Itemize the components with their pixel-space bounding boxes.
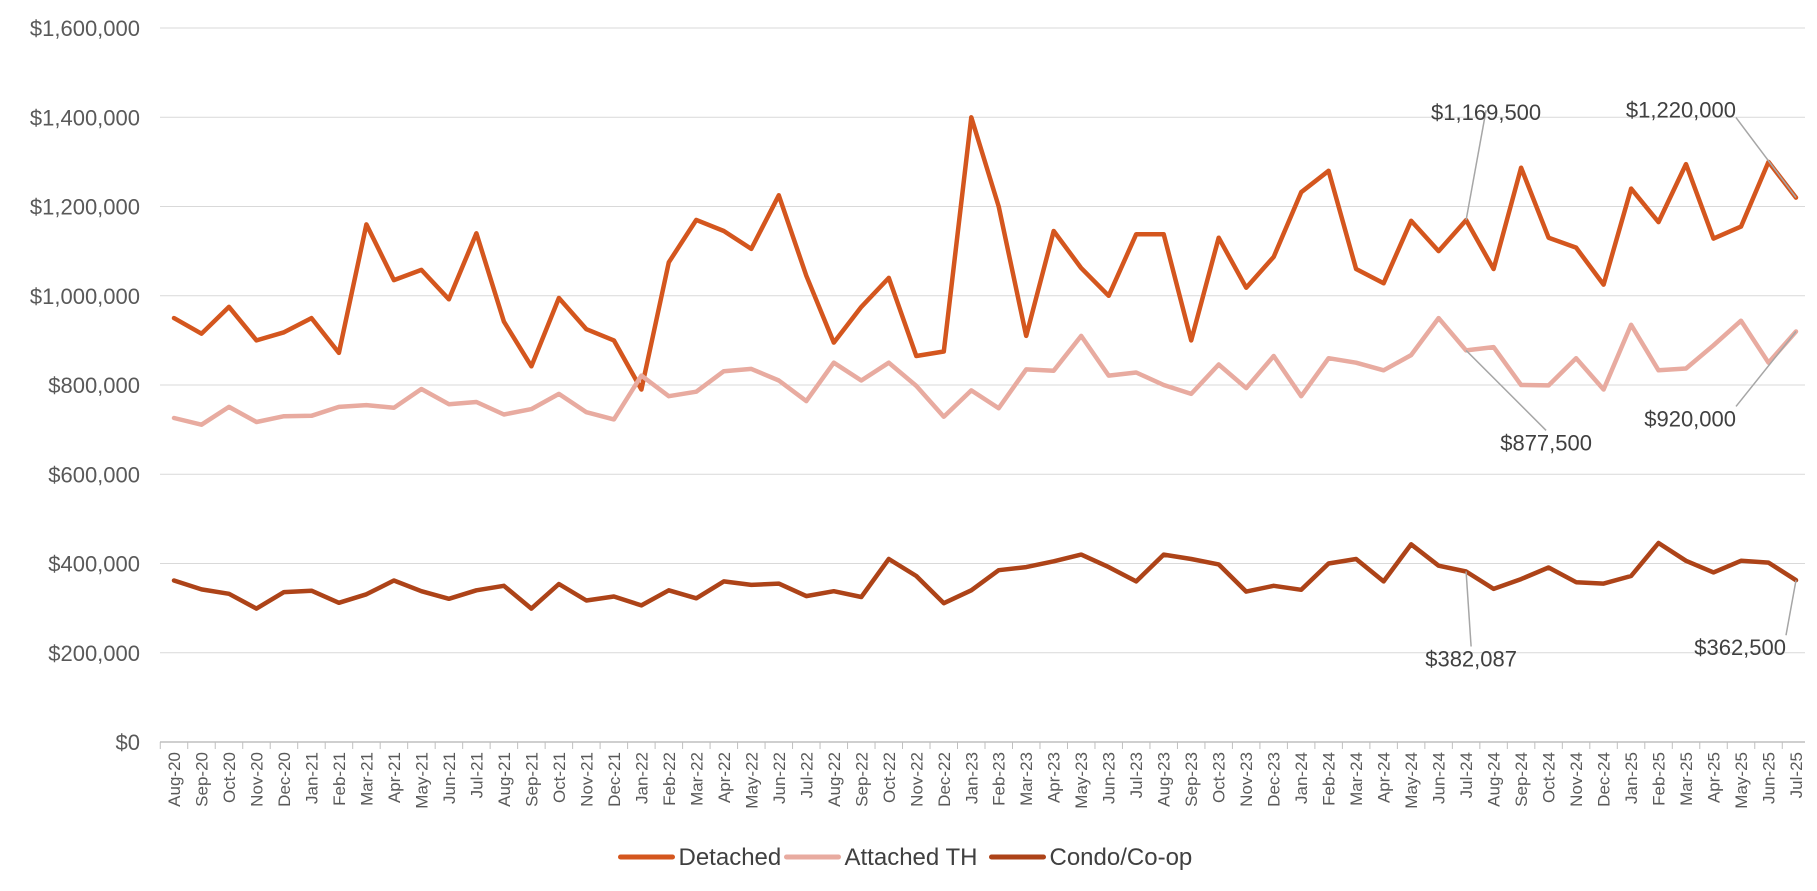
x-tick-label: Jan-25 bbox=[1622, 752, 1641, 804]
x-tick-label: Jul-25 bbox=[1787, 752, 1806, 798]
x-tick-label: Feb-24 bbox=[1320, 752, 1339, 806]
y-tick-label: $600,000 bbox=[48, 462, 140, 487]
x-tick-label: Sep-22 bbox=[852, 752, 871, 807]
x-tick-label: May-21 bbox=[412, 752, 431, 809]
legend-label: Detached bbox=[679, 844, 782, 871]
y-tick-label: $0 bbox=[116, 730, 140, 755]
x-tick-label: Aug-24 bbox=[1485, 752, 1504, 807]
x-tick-label: Sep-23 bbox=[1182, 752, 1201, 807]
x-tick-label: Oct-21 bbox=[550, 752, 569, 803]
callout-label: $877,500 bbox=[1500, 430, 1592, 455]
y-tick-label: $1,600,000 bbox=[30, 16, 140, 41]
x-tick-label: Feb-21 bbox=[330, 752, 349, 806]
y-tick-label: $1,200,000 bbox=[30, 195, 140, 220]
series-line-detached bbox=[171, 115, 1799, 392]
x-tick-label: Mar-21 bbox=[357, 752, 376, 806]
x-tick-label: Sep-21 bbox=[522, 752, 541, 807]
x-tick-label: Feb-23 bbox=[990, 752, 1009, 806]
x-tick-label: Aug-20 bbox=[165, 752, 184, 807]
x-tick-label: Oct-20 bbox=[220, 752, 239, 803]
x-tick-label: Apr-22 bbox=[715, 752, 734, 803]
gridlines bbox=[160, 27, 1805, 743]
x-tick-label: Jun-21 bbox=[440, 752, 459, 804]
x-tick-label: Apr-25 bbox=[1705, 752, 1724, 803]
x-axis: Aug-20 Sep-20 Oct-20 Nov-20 Dec-20 Jan-21 Feb-… bbox=[159, 742, 1806, 809]
x-tick-label: Jul-22 bbox=[797, 752, 816, 798]
x-tick-label: Aug-21 bbox=[495, 752, 514, 807]
series-line-attached-th bbox=[171, 315, 1799, 427]
callout-label: $920,000 bbox=[1644, 406, 1736, 431]
series-line-condo-co-op bbox=[171, 540, 1799, 611]
x-tick-label: Nov-23 bbox=[1237, 752, 1256, 807]
x-tick-label: Nov-24 bbox=[1567, 752, 1586, 807]
x-tick-label: Jan-21 bbox=[302, 752, 321, 804]
callout-leader bbox=[1735, 117, 1797, 199]
x-tick-label: Oct-23 bbox=[1210, 752, 1229, 803]
x-tick-label: Dec-24 bbox=[1595, 752, 1614, 807]
callout-leader bbox=[1465, 349, 1547, 431]
x-tick-label: May-22 bbox=[742, 752, 761, 809]
x-tick-label: Mar-22 bbox=[687, 752, 706, 806]
x-tick-label: Feb-22 bbox=[660, 752, 679, 806]
x-tick-label: Apr-24 bbox=[1375, 752, 1394, 803]
series-lines bbox=[171, 115, 1799, 611]
legend-label: Attached TH bbox=[845, 844, 978, 871]
x-tick-label: Oct-24 bbox=[1540, 752, 1559, 803]
legend-label: Condo/Co-op bbox=[1050, 844, 1193, 871]
x-tick-label: Jul-24 bbox=[1457, 752, 1476, 798]
x-tick-label: Jun-25 bbox=[1760, 752, 1779, 804]
y-tick-label: $200,000 bbox=[48, 641, 140, 666]
x-tick-label: Jun-23 bbox=[1100, 752, 1119, 804]
legend: Detached Attached TH Condo/Co-op bbox=[618, 844, 1193, 871]
x-tick-label: Jan-24 bbox=[1292, 752, 1311, 804]
x-tick-label: Nov-21 bbox=[577, 752, 596, 807]
x-tick-label: May-24 bbox=[1402, 752, 1421, 809]
x-tick-label: Jul-23 bbox=[1127, 752, 1146, 798]
x-tick-label: Aug-23 bbox=[1155, 752, 1174, 807]
x-tick-label: Mar-23 bbox=[1017, 752, 1036, 806]
x-tick-label: Mar-24 bbox=[1347, 752, 1366, 806]
x-tick-label: May-23 bbox=[1072, 752, 1091, 809]
y-tick-label: $400,000 bbox=[48, 552, 140, 577]
x-tick-label: Jul-21 bbox=[467, 752, 486, 798]
y-axis: $0 $200,000 $400,000 $600,000 $800,000 $1,000… bbox=[30, 16, 140, 755]
callout-label: $1,220,000 bbox=[1626, 98, 1736, 123]
x-tick-label: Dec-23 bbox=[1265, 752, 1284, 807]
y-tick-label: $1,400,000 bbox=[30, 105, 140, 130]
callout-label: $382,087 bbox=[1425, 646, 1517, 671]
x-tick-label: Feb-25 bbox=[1650, 752, 1669, 806]
callout-leader bbox=[1465, 109, 1487, 221]
y-tick-label: $800,000 bbox=[48, 373, 140, 398]
callout-leader bbox=[1465, 571, 1472, 647]
x-tick-label: Jan-23 bbox=[962, 752, 981, 804]
x-tick-label: Jun-24 bbox=[1430, 752, 1449, 804]
callout-leader bbox=[1735, 330, 1797, 407]
x-tick-label: Apr-23 bbox=[1045, 752, 1064, 803]
callouts: $1,169,500 $1,220,000 $877,500 $920,000 $382… bbox=[1425, 98, 1797, 671]
callout-leader bbox=[1785, 580, 1797, 636]
x-tick-label: Dec-21 bbox=[605, 752, 624, 807]
x-tick-label: Dec-22 bbox=[935, 752, 954, 807]
x-tick-label: Sep-24 bbox=[1512, 752, 1531, 807]
x-tick-label: Jan-22 bbox=[632, 752, 651, 804]
y-tick-label: $1,000,000 bbox=[30, 284, 140, 309]
x-tick-label: Apr-21 bbox=[385, 752, 404, 803]
x-tick-label: Mar-25 bbox=[1677, 752, 1696, 806]
x-tick-label: May-25 bbox=[1732, 752, 1751, 809]
x-tick-label: Sep-20 bbox=[192, 752, 211, 807]
x-tick-label: Jun-22 bbox=[770, 752, 789, 804]
x-tick-label: Nov-22 bbox=[907, 752, 926, 807]
callout-label: $1,169,500 bbox=[1431, 100, 1541, 125]
x-tick-label: Aug-22 bbox=[825, 752, 844, 807]
x-tick-label: Nov-20 bbox=[247, 752, 266, 807]
x-tick-label: Dec-20 bbox=[275, 752, 294, 807]
callout-label: $362,500 bbox=[1694, 635, 1786, 660]
x-tick-label: Oct-22 bbox=[880, 752, 899, 803]
